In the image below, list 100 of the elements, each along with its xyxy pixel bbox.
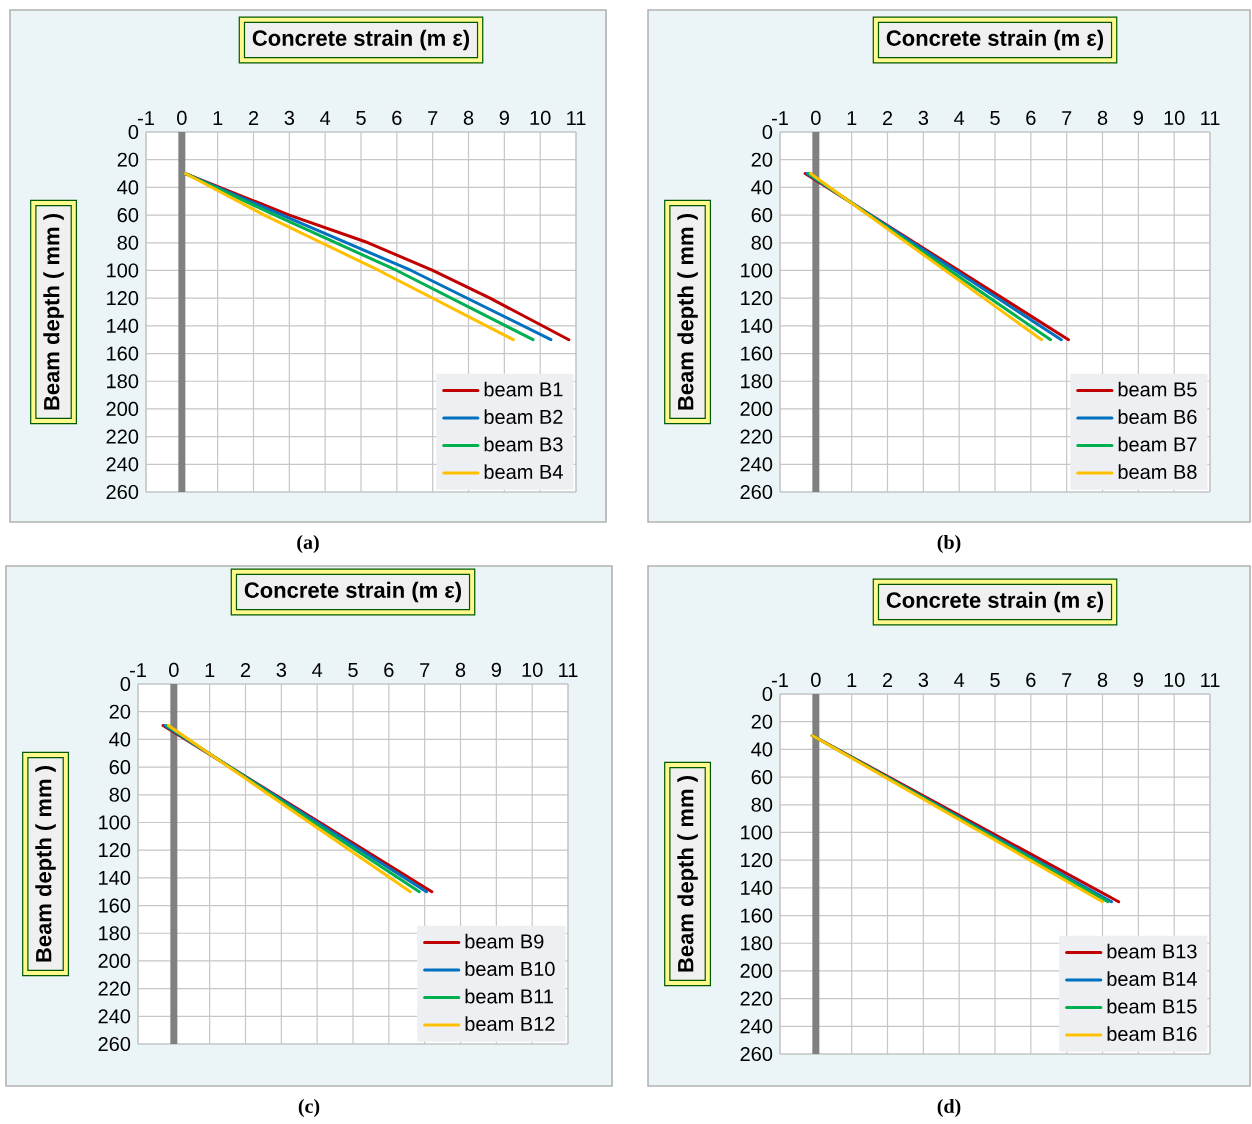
x-tick-label: 4	[312, 663, 323, 678]
x-tick-label: 11	[559, 663, 578, 678]
legend-label: beam B1	[484, 381, 563, 397]
y-tick-label: 160	[741, 908, 773, 923]
x-tick-label: 4	[954, 111, 965, 126]
chart-title: Concrete strain (m ε)	[252, 29, 470, 51]
y-tick-label: 60	[751, 770, 773, 785]
x-tick-label: 0	[169, 662, 179, 678]
x-tick-label: 5	[990, 111, 1000, 126]
x-tick-label: 11	[1201, 673, 1220, 688]
x-tick-label: 2	[882, 673, 893, 688]
x-tick-label: 2	[248, 111, 259, 126]
y-axis-title: Beam depth ( mm )	[43, 214, 64, 410]
x-tick-label: 2	[882, 111, 893, 126]
y-axis-title: Beam depth ( mm )	[35, 766, 56, 962]
legend-label: beam B13	[1107, 943, 1197, 959]
x-tick-label: 11	[1201, 111, 1220, 126]
y-tick-label: 140	[99, 870, 131, 886]
y-tick-label: 180	[107, 374, 139, 389]
x-tick-label: 0	[811, 110, 821, 126]
x-tick-label: 1	[847, 111, 857, 126]
x-tick-label: 8	[455, 662, 466, 678]
y-tick-label: 80	[751, 235, 773, 250]
y-tick-label: 260	[740, 485, 773, 500]
y-tick-label: 200	[106, 401, 139, 417]
y-tick-label: 80	[117, 235, 139, 250]
text: (c)	[298, 1099, 320, 1118]
y-tick-label: 120	[741, 853, 773, 868]
x-tick-label: 5	[348, 663, 358, 678]
chart-title: Concrete strain (m ε)	[244, 581, 462, 603]
legend-label: beam B6	[1118, 409, 1197, 425]
x-tick-label: 7	[1062, 111, 1072, 126]
legend-label: beam B10	[465, 961, 555, 977]
y-tick-label: 40	[109, 732, 131, 747]
chart-title: Concrete strain (m ε)	[886, 591, 1104, 613]
y-tick-label: 100	[741, 263, 773, 278]
y-tick-label: 220	[740, 429, 773, 444]
x-tick-label: 6	[1026, 110, 1036, 126]
y-tick-label: 260	[106, 485, 139, 500]
legend-label: beam B2	[484, 409, 563, 425]
text: (a)	[297, 535, 319, 554]
legend-label: beam B15	[1107, 998, 1197, 1014]
x-tick-label: 9	[499, 110, 509, 126]
y-tick-label: 40	[751, 742, 773, 757]
x-tick-label: 1	[205, 663, 215, 678]
y-tick-label: 160	[741, 346, 773, 361]
legend-label: beam B16	[1107, 1026, 1197, 1042]
y-tick-label: 60	[751, 208, 773, 223]
y-tick-label: 20	[751, 152, 773, 167]
y-axis-title: Beam depth ( mm )	[677, 776, 698, 972]
y-tick-label: 200	[740, 963, 773, 979]
x-tick-label: 9	[1133, 672, 1143, 688]
x-tick-label: 9	[491, 662, 501, 678]
x-tick-label: 9	[1133, 110, 1143, 126]
y-tick-label: 180	[99, 926, 131, 941]
legend-label: beam B4	[484, 464, 563, 480]
x-tick-label: 4	[954, 673, 965, 688]
x-tick-label: -1	[772, 673, 788, 688]
x-tick-label: 1	[847, 673, 857, 688]
y-tick-label: 220	[106, 429, 139, 444]
y-tick-label: 20	[751, 714, 773, 729]
y-tick-label: 240	[98, 1009, 131, 1024]
y-axis-title: Beam depth ( mm )	[677, 214, 698, 410]
x-tick-label: 11	[567, 111, 586, 126]
x-tick-label: 10	[522, 662, 543, 678]
y-tick-label: 100	[107, 263, 139, 278]
x-tick-label: 2	[240, 663, 251, 678]
y-tick-label: 160	[107, 346, 139, 361]
y-tick-label: 0	[762, 125, 773, 140]
x-tick-label: 4	[320, 111, 331, 126]
y-tick-label: 200	[98, 953, 131, 969]
y-tick-label: 0	[762, 687, 773, 702]
legend-label: beam B8	[1118, 464, 1197, 480]
y-tick-label: 180	[741, 374, 773, 389]
x-tick-label: 8	[463, 110, 474, 126]
x-tick-label: 0	[177, 110, 187, 126]
x-tick-label: 3	[276, 662, 287, 678]
y-tick-label: 100	[99, 815, 131, 830]
y-tick-label: 240	[106, 457, 139, 472]
y-tick-label: 140	[741, 880, 773, 896]
legend-label: beam B9	[465, 933, 544, 949]
x-tick-label: 3	[284, 110, 295, 126]
text: (b)	[937, 535, 961, 554]
x-tick-label: 0	[811, 672, 821, 688]
x-tick-label: 8	[1097, 672, 1108, 688]
x-tick-label: 6	[392, 110, 402, 126]
y-tick-label: 20	[109, 704, 131, 719]
y-tick-label: 200	[740, 401, 773, 417]
y-tick-label: 160	[99, 898, 131, 913]
text: (d)	[937, 1099, 961, 1118]
chart-title: Concrete strain (m ε)	[886, 29, 1104, 51]
legend-label: beam B14	[1107, 971, 1197, 987]
y-tick-label: 140	[107, 318, 139, 334]
y-tick-label: 40	[751, 180, 773, 195]
y-tick-label: 260	[98, 1037, 131, 1052]
x-tick-label: 5	[990, 673, 1000, 688]
x-tick-label: 7	[428, 111, 438, 126]
x-tick-label: -1	[129, 663, 146, 678]
y-tick-label: 60	[109, 760, 131, 775]
y-tick-label: 20	[117, 152, 139, 167]
